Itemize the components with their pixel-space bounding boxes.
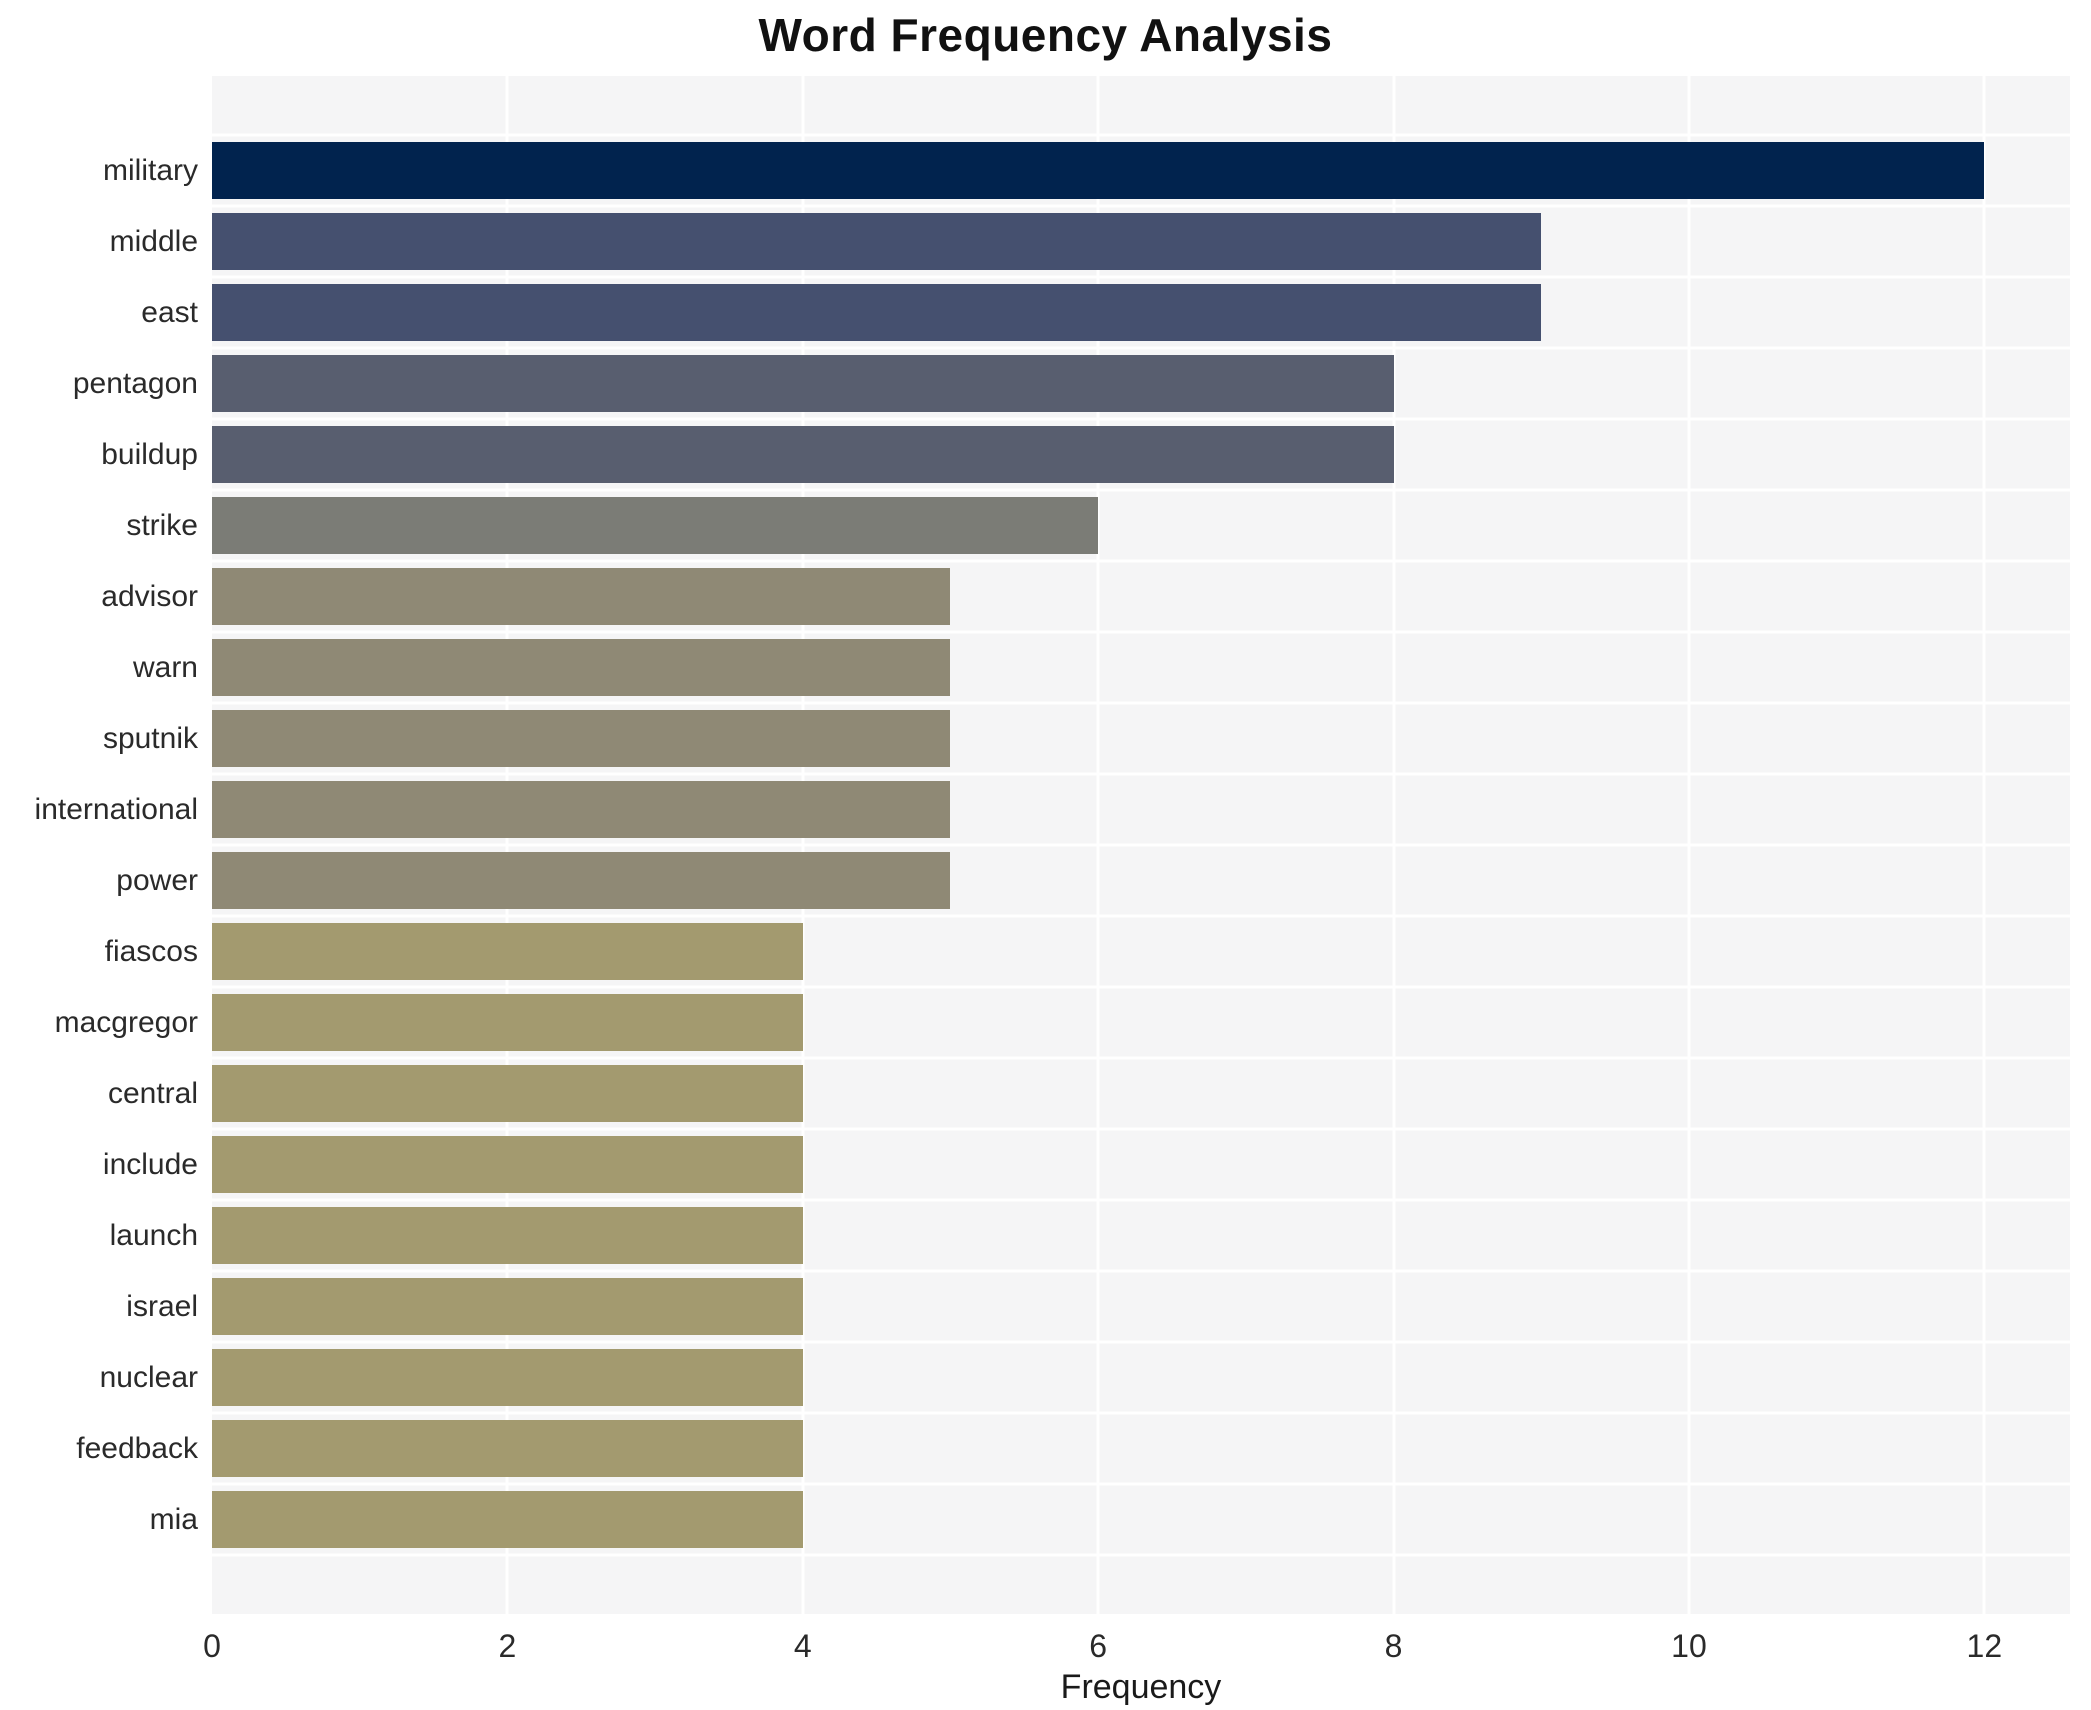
y-tick-label-pentagon: pentagon <box>72 367 198 400</box>
horizontal-gridline <box>212 559 2070 563</box>
horizontal-gridline <box>212 346 2070 350</box>
bar-international <box>212 781 951 838</box>
bar-advisor <box>212 568 951 625</box>
bar-sputnik <box>212 710 951 767</box>
horizontal-gridline <box>212 772 2070 776</box>
horizontal-gridline <box>212 630 2070 634</box>
y-tick-label-include: include <box>102 1148 198 1181</box>
x-tick-label-2: 2 <box>498 1628 517 1664</box>
horizontal-gridline <box>212 204 2070 208</box>
x-tick-label-10: 10 <box>1671 1628 1707 1664</box>
horizontal-gridline <box>212 985 2070 989</box>
horizontal-gridline <box>212 275 2070 279</box>
bar-warn <box>212 639 951 696</box>
horizontal-gridline <box>212 1553 2070 1557</box>
vertical-gridline <box>505 76 509 1614</box>
y-tick-label-launch: launch <box>109 1219 198 1252</box>
bar-military <box>212 142 1985 199</box>
bar-macgregor <box>212 994 803 1051</box>
vertical-gridline <box>1392 76 1396 1614</box>
bar-central <box>212 1065 803 1122</box>
y-tick-label-macgregor: macgregor <box>54 1006 198 1039</box>
horizontal-gridline <box>212 1269 2070 1273</box>
bar-mia <box>212 1491 803 1548</box>
y-tick-label-feedback: feedback <box>76 1432 198 1465</box>
bar-fiascos <box>212 923 803 980</box>
x-tick-label-8: 8 <box>1384 1628 1403 1664</box>
y-tick-label-fiascos: fiascos <box>104 935 198 968</box>
vertical-gridline <box>801 76 805 1614</box>
horizontal-gridline <box>212 1340 2070 1344</box>
x-axis-title: Frequency <box>1060 1668 1222 1706</box>
horizontal-gridline <box>212 1482 2070 1486</box>
vertical-gridline <box>1687 76 1691 1614</box>
horizontal-gridline <box>212 1127 2070 1131</box>
horizontal-gridline <box>212 1411 2070 1415</box>
bar-launch <box>212 1207 803 1264</box>
horizontal-gridline <box>212 1056 2070 1060</box>
y-tick-label-east: east <box>141 296 198 329</box>
bar-nuclear <box>212 1349 803 1406</box>
bar-israel <box>212 1278 803 1335</box>
horizontal-gridline <box>212 417 2070 421</box>
chart-title: Word Frequency Analysis <box>758 9 1333 61</box>
y-tick-label-buildup: buildup <box>101 438 198 471</box>
vertical-gridline <box>1982 76 1986 1614</box>
bar-include <box>212 1136 803 1193</box>
bar-power <box>212 852 951 909</box>
horizontal-gridline <box>212 843 2070 847</box>
y-tick-label-israel: israel <box>126 1290 198 1323</box>
bar-middle <box>212 213 1542 270</box>
y-tick-label-middle: middle <box>109 225 198 258</box>
y-tick-label-power: power <box>116 864 198 897</box>
y-tick-label-advisor: advisor <box>101 580 198 613</box>
y-tick-label-sputnik: sputnik <box>102 722 198 755</box>
y-tick-label-warn: warn <box>132 651 198 684</box>
bar-buildup <box>212 426 1394 483</box>
horizontal-gridline <box>212 488 2070 492</box>
y-tick-label-mia: mia <box>149 1503 198 1536</box>
bar-feedback <box>212 1420 803 1477</box>
horizontal-gridline <box>212 701 2070 705</box>
bar-pentagon <box>212 355 1394 412</box>
bar-strike <box>212 497 1099 554</box>
y-tick-label-central: central <box>107 1077 198 1110</box>
horizontal-gridline <box>212 914 2070 918</box>
y-tick-label-nuclear: nuclear <box>99 1361 198 1394</box>
x-tick-label-12: 12 <box>1966 1628 2003 1664</box>
x-tick-label-6: 6 <box>1089 1628 1108 1664</box>
vertical-gridline <box>1096 76 1100 1614</box>
y-tick-label-military: military <box>103 154 198 187</box>
y-tick-label-international: international <box>34 793 198 826</box>
x-tick-label-0: 0 <box>203 1628 221 1664</box>
x-tick-label-4: 4 <box>793 1628 812 1664</box>
horizontal-gridline <box>212 133 2070 137</box>
y-tick-label-strike: strike <box>126 509 198 542</box>
plot-area <box>212 76 2070 1614</box>
horizontal-gridline <box>212 1198 2070 1202</box>
bar-east <box>212 284 1542 341</box>
